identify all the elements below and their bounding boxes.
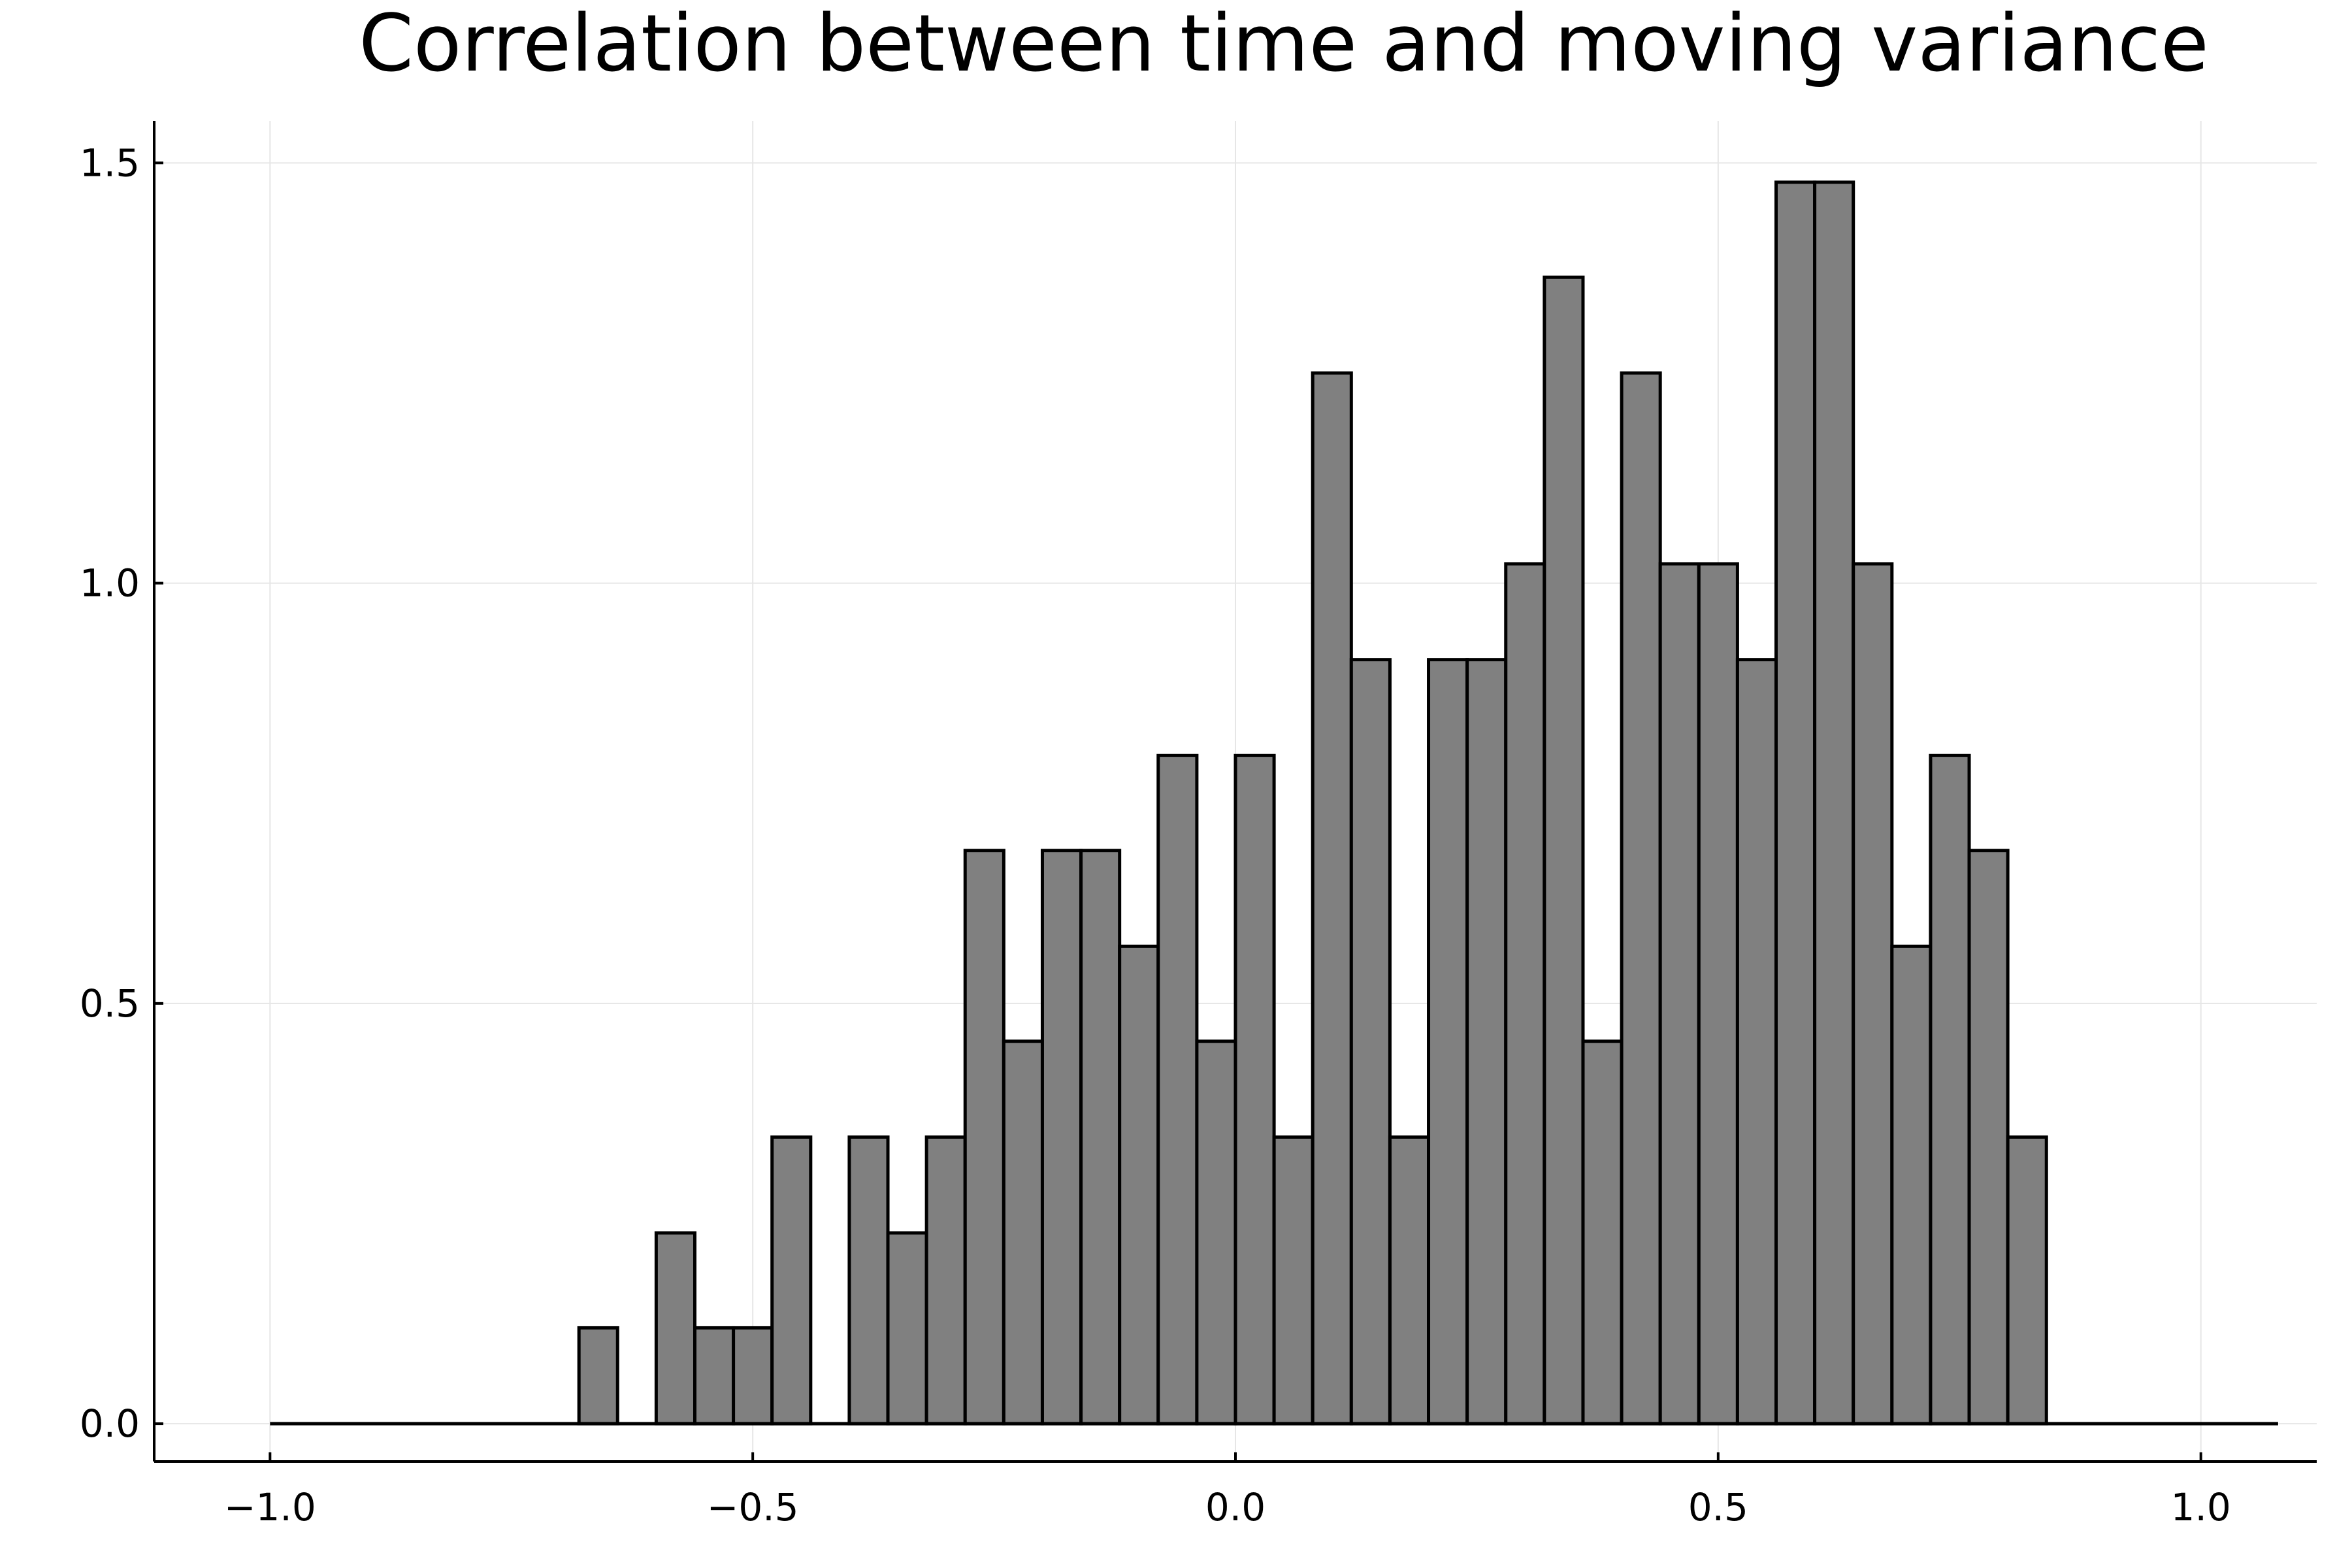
histogram-bar — [1349, 658, 1392, 1426]
histogram-bar — [732, 1326, 774, 1426]
histogram-bar — [1156, 753, 1199, 1426]
histogram-bar — [1002, 1039, 1044, 1426]
x-tick-label: −1.0 — [224, 1485, 316, 1529]
histogram-bar — [1929, 753, 1971, 1426]
chart-title: Correlation between time and moving vari… — [359, 0, 2209, 90]
y-tick-label: 1.0 — [80, 561, 140, 606]
x-tick-label: 0.0 — [1205, 1485, 1266, 1529]
histogram-bar — [1388, 1135, 1431, 1426]
histogram-bar — [1311, 371, 1353, 1426]
y-tick-label: 0.0 — [80, 1401, 140, 1446]
histogram-bar — [1813, 180, 1855, 1426]
histogram-bars — [577, 180, 2048, 1426]
x-axis-ticks: −1.0 −0.5 0.0 0.5 1.0 — [224, 1452, 2231, 1529]
histogram-bar — [1658, 562, 1701, 1426]
histogram-bar — [1195, 1039, 1237, 1426]
histogram-bar — [1852, 562, 1894, 1426]
histogram-bar — [1040, 849, 1083, 1426]
histogram-bar — [1543, 275, 1585, 1426]
histogram-bar — [1465, 658, 1508, 1426]
histogram-bar — [1118, 944, 1160, 1426]
histogram-bar — [654, 1231, 697, 1426]
x-tick-label: −0.5 — [707, 1485, 799, 1529]
histogram-bar — [1697, 562, 1739, 1426]
histogram-bar — [847, 1135, 890, 1426]
histogram-bar — [693, 1326, 736, 1426]
x-tick-label: 0.5 — [1688, 1485, 1748, 1529]
x-tick-label: 1.0 — [2171, 1485, 2231, 1529]
histogram-bar — [1581, 1039, 1624, 1426]
histogram-bar — [963, 849, 1005, 1426]
y-axis-ticks: 0.0 0.5 1.0 1.5 — [80, 140, 163, 1446]
histogram-bar — [1272, 1135, 1315, 1426]
y-tick-label: 1.5 — [80, 140, 140, 185]
histogram-bar — [577, 1326, 619, 1426]
histogram-bar — [1890, 944, 1933, 1426]
histogram-bar — [1967, 849, 2010, 1426]
histogram-bar — [1427, 658, 1469, 1426]
histogram-bar — [770, 1135, 813, 1426]
histogram-bar — [1233, 753, 1276, 1426]
histogram-bar — [924, 1135, 967, 1426]
y-tick-label: 0.5 — [80, 981, 140, 1026]
histogram-bar — [1774, 180, 1817, 1426]
histogram-bar — [1620, 371, 1662, 1426]
histogram-bar — [1504, 562, 1546, 1426]
histogram-bar — [886, 1231, 928, 1426]
histogram-bar — [1079, 849, 1122, 1426]
histogram-bar — [1735, 658, 1778, 1426]
histogram-bar — [2006, 1135, 2048, 1426]
